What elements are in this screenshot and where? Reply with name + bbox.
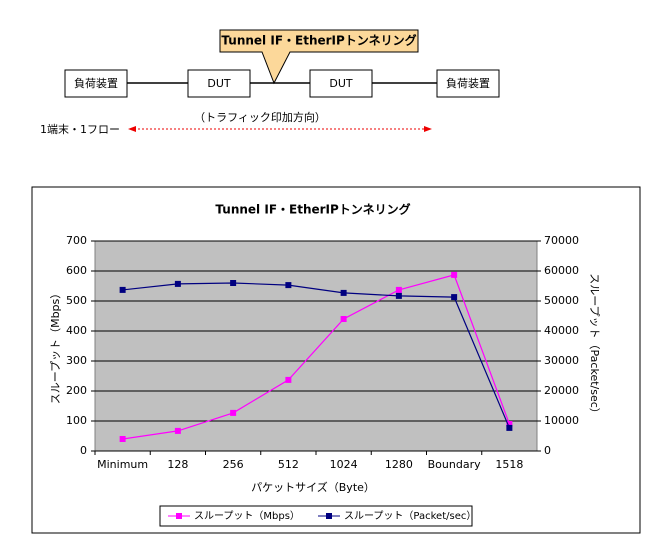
y-tick-label: 500 — [66, 294, 87, 307]
y2-tick-label: 40000 — [544, 324, 579, 337]
point — [340, 316, 347, 322]
point — [395, 292, 402, 299]
y-tick-label: 100 — [66, 414, 87, 427]
device-label: 負荷装置 — [446, 77, 490, 90]
point — [395, 286, 402, 293]
device-box — [436, 69, 500, 98]
y2-tick-label: 0 — [544, 444, 551, 457]
series-line — [122, 274, 510, 440]
y2-tick-label: 20000 — [544, 384, 579, 397]
diagram: 負荷装置 DUT DUT 負荷装置 Tunnel IF・EtherIPトンネリン… — [40, 29, 500, 136]
y2-tick-label: 10000 — [544, 414, 579, 427]
chart-title: Tunnel IF・EtherIPトンネリング — [215, 202, 410, 217]
y-tick-label: 700 — [66, 234, 87, 247]
series-line — [122, 282, 510, 429]
x-tick-label: 1518 — [495, 458, 523, 471]
point — [285, 282, 292, 289]
legend-marker — [326, 513, 332, 519]
legend-label: スループット（Packet/sec） — [344, 510, 476, 522]
x-tick-label: 256 — [223, 458, 244, 471]
device-box — [64, 69, 128, 98]
x-tick-label: Minimum — [97, 458, 148, 471]
point — [119, 436, 126, 442]
y2-tick-label: 70000 — [544, 234, 579, 247]
y-tick-label: 600 — [66, 264, 87, 277]
x-tick-label: Boundary — [428, 458, 481, 471]
point — [119, 286, 126, 293]
y-tick-label: 300 — [66, 354, 87, 367]
point — [285, 376, 292, 383]
point — [451, 271, 458, 278]
dut-label: DUT — [207, 77, 231, 90]
point — [174, 280, 181, 287]
x-tick-label: 128 — [167, 458, 188, 471]
y-tick-label: 400 — [66, 324, 87, 337]
y-axis-title: スループット（Mbps） — [49, 288, 62, 405]
legend-marker — [176, 513, 182, 519]
point — [506, 421, 513, 427]
callout-label: Tunnel IF・EtherIPトンネリング — [221, 33, 416, 48]
dut-box — [309, 69, 373, 98]
flow-label: 1端末・1フロー — [40, 122, 120, 136]
point — [174, 427, 181, 434]
dut-label: DUT — [329, 77, 353, 90]
point — [230, 409, 237, 416]
x-tick-label: 1024 — [330, 458, 358, 471]
y2-tick-label: 50000 — [544, 294, 579, 307]
direction-label: （トラフィック印加方向） — [194, 110, 326, 124]
plot-area — [94, 240, 538, 452]
y-tick-label: 0 — [80, 444, 87, 457]
legend-label: スループット（Mbps） — [194, 510, 300, 522]
x-tick-label: 1280 — [385, 458, 413, 471]
y2-axis-title: スループット（Packet/sec） — [588, 273, 601, 419]
point — [451, 294, 458, 301]
device-label: 負荷装置 — [74, 77, 118, 90]
y-tick-label: 200 — [66, 384, 87, 397]
point — [340, 289, 347, 296]
dut-box — [187, 69, 251, 98]
point — [506, 424, 513, 431]
point — [230, 280, 237, 286]
legend — [159, 505, 473, 527]
callout — [219, 29, 419, 85]
x-axis-title: パケットサイズ（Byte） — [251, 480, 375, 494]
y2-tick-label: 30000 — [544, 354, 579, 367]
y2-tick-label: 60000 — [544, 264, 579, 277]
x-tick-label: 512 — [278, 458, 299, 471]
